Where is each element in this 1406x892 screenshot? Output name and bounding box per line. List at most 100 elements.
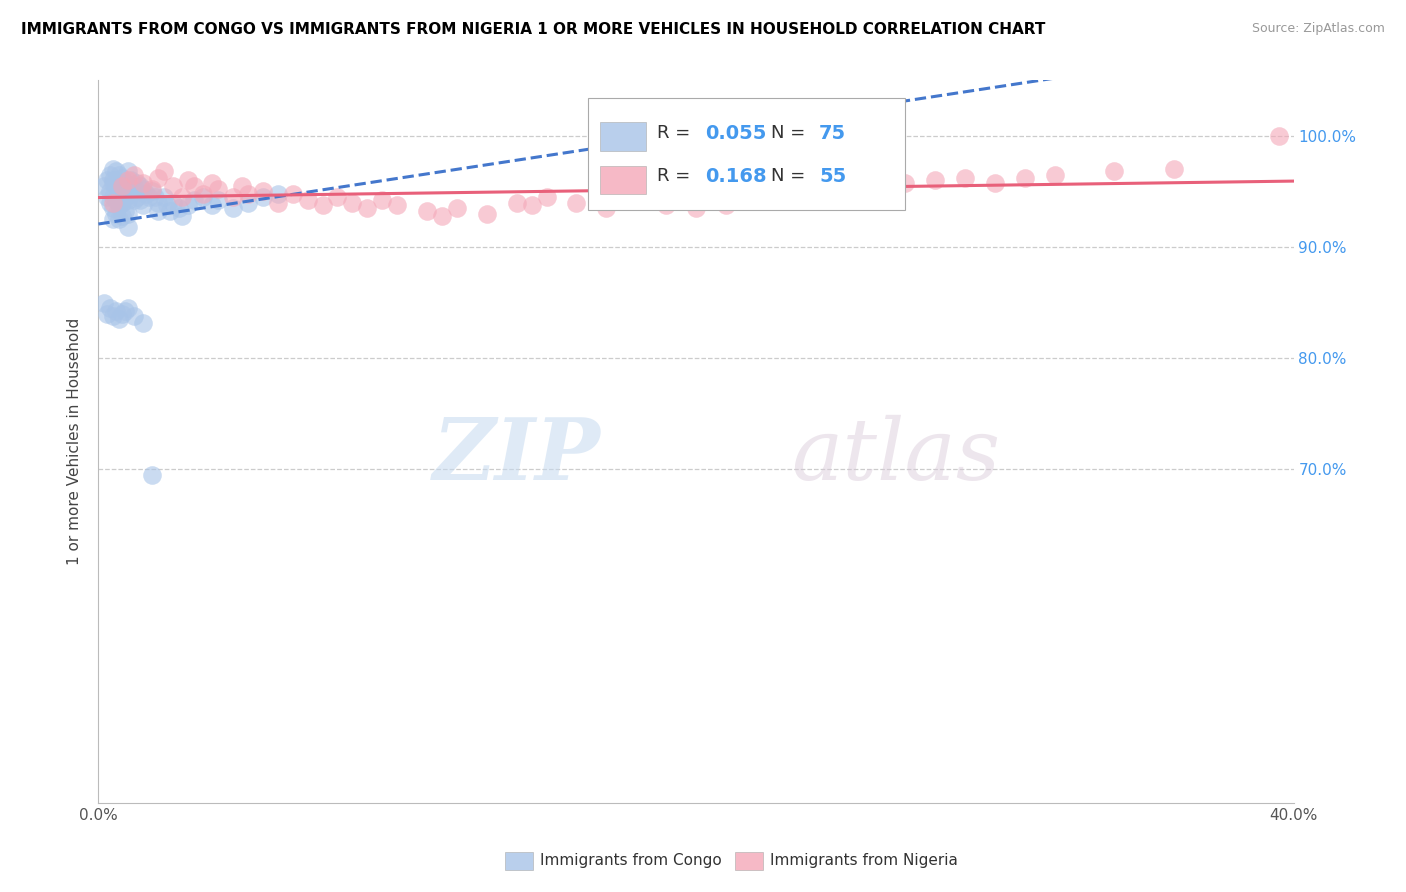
Point [108,185,131,199]
Text: atlas: atlas [792,415,1001,498]
Point [114,190,136,204]
Point [98,185,122,199]
Point [416,204,439,219]
Point [111,307,134,321]
Point [111,185,134,199]
Point [207,182,229,196]
Point [141,185,163,199]
Point [117,194,139,208]
Point [132,198,155,212]
Point [124,178,146,193]
Point [655,198,678,212]
Text: R =: R = [657,124,696,142]
Point [267,195,290,210]
Point [103,162,125,177]
Point [156,198,179,212]
Point [222,201,245,215]
Text: 0.055: 0.055 [706,123,766,143]
Text: Source: ZipAtlas.com: Source: ZipAtlas.com [1251,22,1385,36]
Point [595,201,617,215]
Point [1267,128,1289,143]
Point [108,168,131,182]
Point [105,178,128,193]
Point [252,190,274,204]
Point [236,195,259,210]
FancyBboxPatch shape [600,122,645,151]
Point [714,198,737,212]
Point [98,301,122,315]
Point [132,316,155,330]
Y-axis label: 1 or more Vehicles in Household: 1 or more Vehicles in Household [67,318,83,566]
Point [141,467,163,482]
Bar [505,852,533,870]
Point [132,176,155,190]
Point [98,168,122,182]
Point [129,178,152,193]
Point [311,198,333,212]
Point [1043,168,1066,182]
FancyBboxPatch shape [589,98,905,211]
Point [111,178,134,193]
Point [96,190,118,204]
Point [108,212,131,227]
Point [108,198,131,212]
Point [236,186,259,201]
Point [207,194,229,208]
Point [148,204,170,219]
Text: Immigrants from Congo: Immigrants from Congo [540,854,721,869]
Point [117,178,139,193]
Point [167,201,190,215]
Point [865,178,887,193]
Point [177,173,200,187]
Point [117,173,139,187]
Point [834,182,856,196]
Text: Immigrants from Nigeria: Immigrants from Nigeria [770,854,957,869]
Point [162,195,184,210]
Point [371,194,394,208]
Point [201,198,224,212]
Point [105,194,128,208]
Point [342,195,364,210]
Text: 55: 55 [820,167,846,186]
Point [111,209,134,223]
Point [745,194,768,208]
Point [114,204,136,219]
Point [96,173,118,187]
Point [120,186,142,201]
Point [183,194,205,208]
Point [117,164,139,178]
Point [326,190,349,204]
Point [103,190,125,204]
Point [159,204,181,219]
Point [1014,171,1036,186]
Point [984,176,1007,190]
Text: ZIP: ZIP [433,414,600,498]
Point [894,176,917,190]
Point [127,190,149,204]
Point [127,176,149,190]
Point [626,194,648,208]
Point [148,195,170,210]
Point [1104,164,1126,178]
Point [385,198,409,212]
Point [172,190,194,204]
Point [520,198,543,212]
Point [177,198,200,212]
Point [153,164,176,178]
Point [114,176,136,190]
Point [124,168,146,182]
Point [148,171,170,186]
Point [111,195,134,210]
Point [124,309,146,323]
Point [103,195,125,210]
Text: N =: N = [772,124,811,142]
Point [132,182,155,196]
Point [804,186,827,201]
Point [446,201,468,215]
Point [138,190,160,204]
Point [103,212,125,227]
Point [103,176,125,190]
Text: 0.168: 0.168 [706,167,768,186]
Point [93,295,115,310]
Point [1163,162,1185,177]
